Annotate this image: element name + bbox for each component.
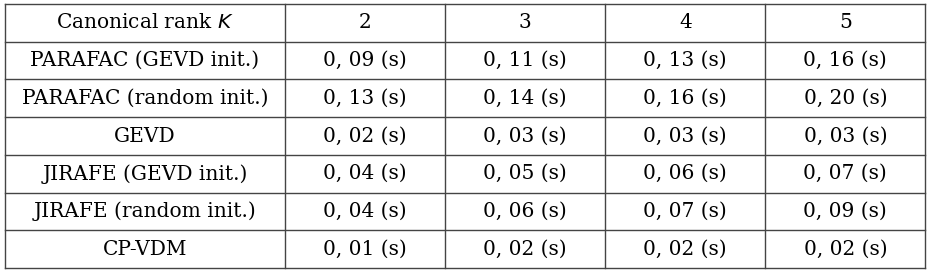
Text: 0, 07 (s): 0, 07 (s) <box>804 164 887 183</box>
Text: 0, 03 (s): 0, 03 (s) <box>804 126 887 146</box>
Text: 0, 13 (s): 0, 13 (s) <box>324 89 407 108</box>
Text: PARAFAC (GEVD init.): PARAFAC (GEVD init.) <box>31 51 259 70</box>
Text: 0, 09 (s): 0, 09 (s) <box>804 202 887 221</box>
Text: 0, 06 (s): 0, 06 (s) <box>484 202 567 221</box>
Text: 0, 16 (s): 0, 16 (s) <box>644 89 727 108</box>
Text: JIRAFE (GEVD init.): JIRAFE (GEVD init.) <box>42 164 247 184</box>
Text: GEVD: GEVD <box>114 126 176 146</box>
Text: 0, 05 (s): 0, 05 (s) <box>484 164 567 183</box>
Text: 0, 02 (s): 0, 02 (s) <box>644 240 727 259</box>
Text: 0, 20 (s): 0, 20 (s) <box>804 89 887 108</box>
Text: 4: 4 <box>679 13 692 32</box>
Text: 0, 11 (s): 0, 11 (s) <box>484 51 567 70</box>
Text: 0, 02 (s): 0, 02 (s) <box>484 240 567 259</box>
Text: 0, 16 (s): 0, 16 (s) <box>804 51 887 70</box>
Text: 0, 14 (s): 0, 14 (s) <box>484 89 567 108</box>
Text: JIRAFE (random init.): JIRAFE (random init.) <box>33 202 257 221</box>
Text: 0, 07 (s): 0, 07 (s) <box>644 202 727 221</box>
Text: 0, 04 (s): 0, 04 (s) <box>324 202 407 221</box>
Text: Canonical rank $K$: Canonical rank $K$ <box>56 13 233 32</box>
Text: 0, 06 (s): 0, 06 (s) <box>644 164 727 183</box>
Text: 0, 04 (s): 0, 04 (s) <box>324 164 407 183</box>
Text: 0, 13 (s): 0, 13 (s) <box>644 51 727 70</box>
Text: 2: 2 <box>359 13 372 32</box>
Text: 0, 03 (s): 0, 03 (s) <box>644 126 727 146</box>
Text: 0, 03 (s): 0, 03 (s) <box>484 126 567 146</box>
Text: 0, 01 (s): 0, 01 (s) <box>324 240 407 259</box>
Text: 0, 02 (s): 0, 02 (s) <box>324 126 407 146</box>
Text: 0, 09 (s): 0, 09 (s) <box>324 51 407 70</box>
Text: CP-VDM: CP-VDM <box>102 240 187 259</box>
Text: PARAFAC (random init.): PARAFAC (random init.) <box>21 89 268 108</box>
Text: 3: 3 <box>519 13 532 32</box>
Text: 0, 02 (s): 0, 02 (s) <box>804 240 887 259</box>
Text: 5: 5 <box>839 13 852 32</box>
